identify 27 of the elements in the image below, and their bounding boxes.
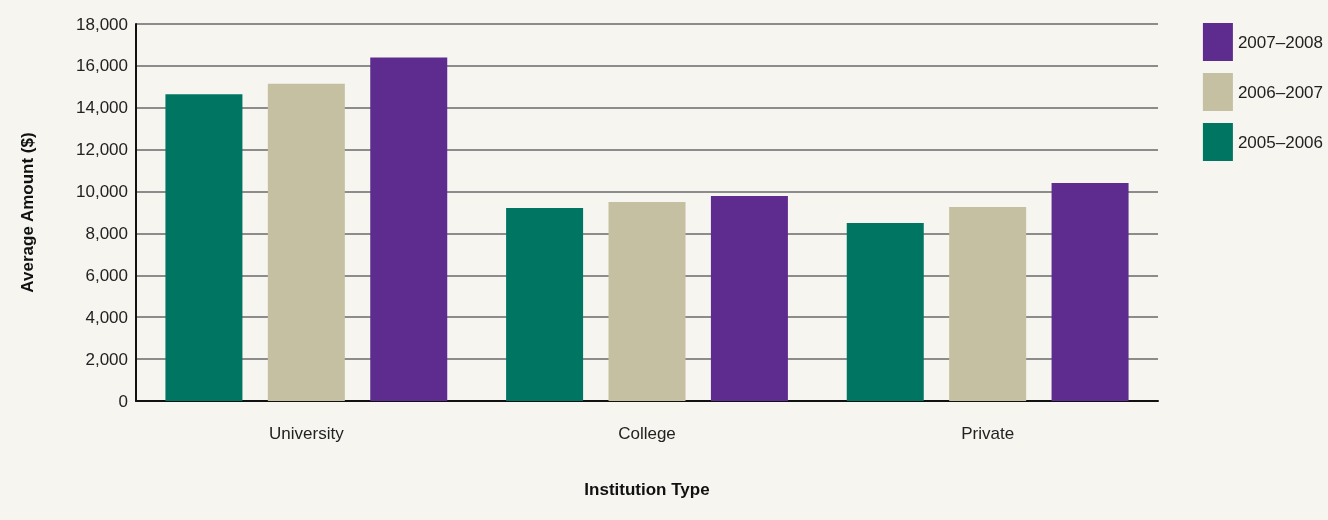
bar <box>370 57 448 401</box>
y-tick-label: 16,000 <box>76 56 128 76</box>
bar <box>267 83 345 401</box>
legend-label: 2007–2008 <box>1237 32 1323 52</box>
y-tick-label: 8,000 <box>85 223 128 243</box>
y-axis-title: Average Amount ($) <box>18 132 37 293</box>
bar <box>710 195 788 401</box>
legend-label: 2006–2007 <box>1237 82 1323 102</box>
y-tick-label: 18,000 <box>76 14 128 34</box>
legend-label: 2005–2006 <box>1237 132 1323 152</box>
x-tick-label: Private <box>961 424 1015 443</box>
y-tick-label: 0 <box>118 391 128 411</box>
y-tick-label: 12,000 <box>76 140 128 160</box>
bar <box>608 202 686 401</box>
y-tick-label: 6,000 <box>85 265 128 285</box>
bar <box>949 207 1027 401</box>
x-tick-label: College <box>618 424 676 443</box>
y-tick-label: 10,000 <box>76 182 128 202</box>
bar <box>846 222 924 401</box>
x-axis-title: Institution Type <box>584 480 710 499</box>
y-tick-label: 2,000 <box>85 349 128 369</box>
bar <box>165 94 243 401</box>
y-tick-label: 14,000 <box>76 98 128 118</box>
x-tick-label: University <box>269 424 345 443</box>
bar <box>1051 182 1129 401</box>
bar <box>506 207 584 401</box>
y-tick-label: 4,000 <box>85 307 128 327</box>
